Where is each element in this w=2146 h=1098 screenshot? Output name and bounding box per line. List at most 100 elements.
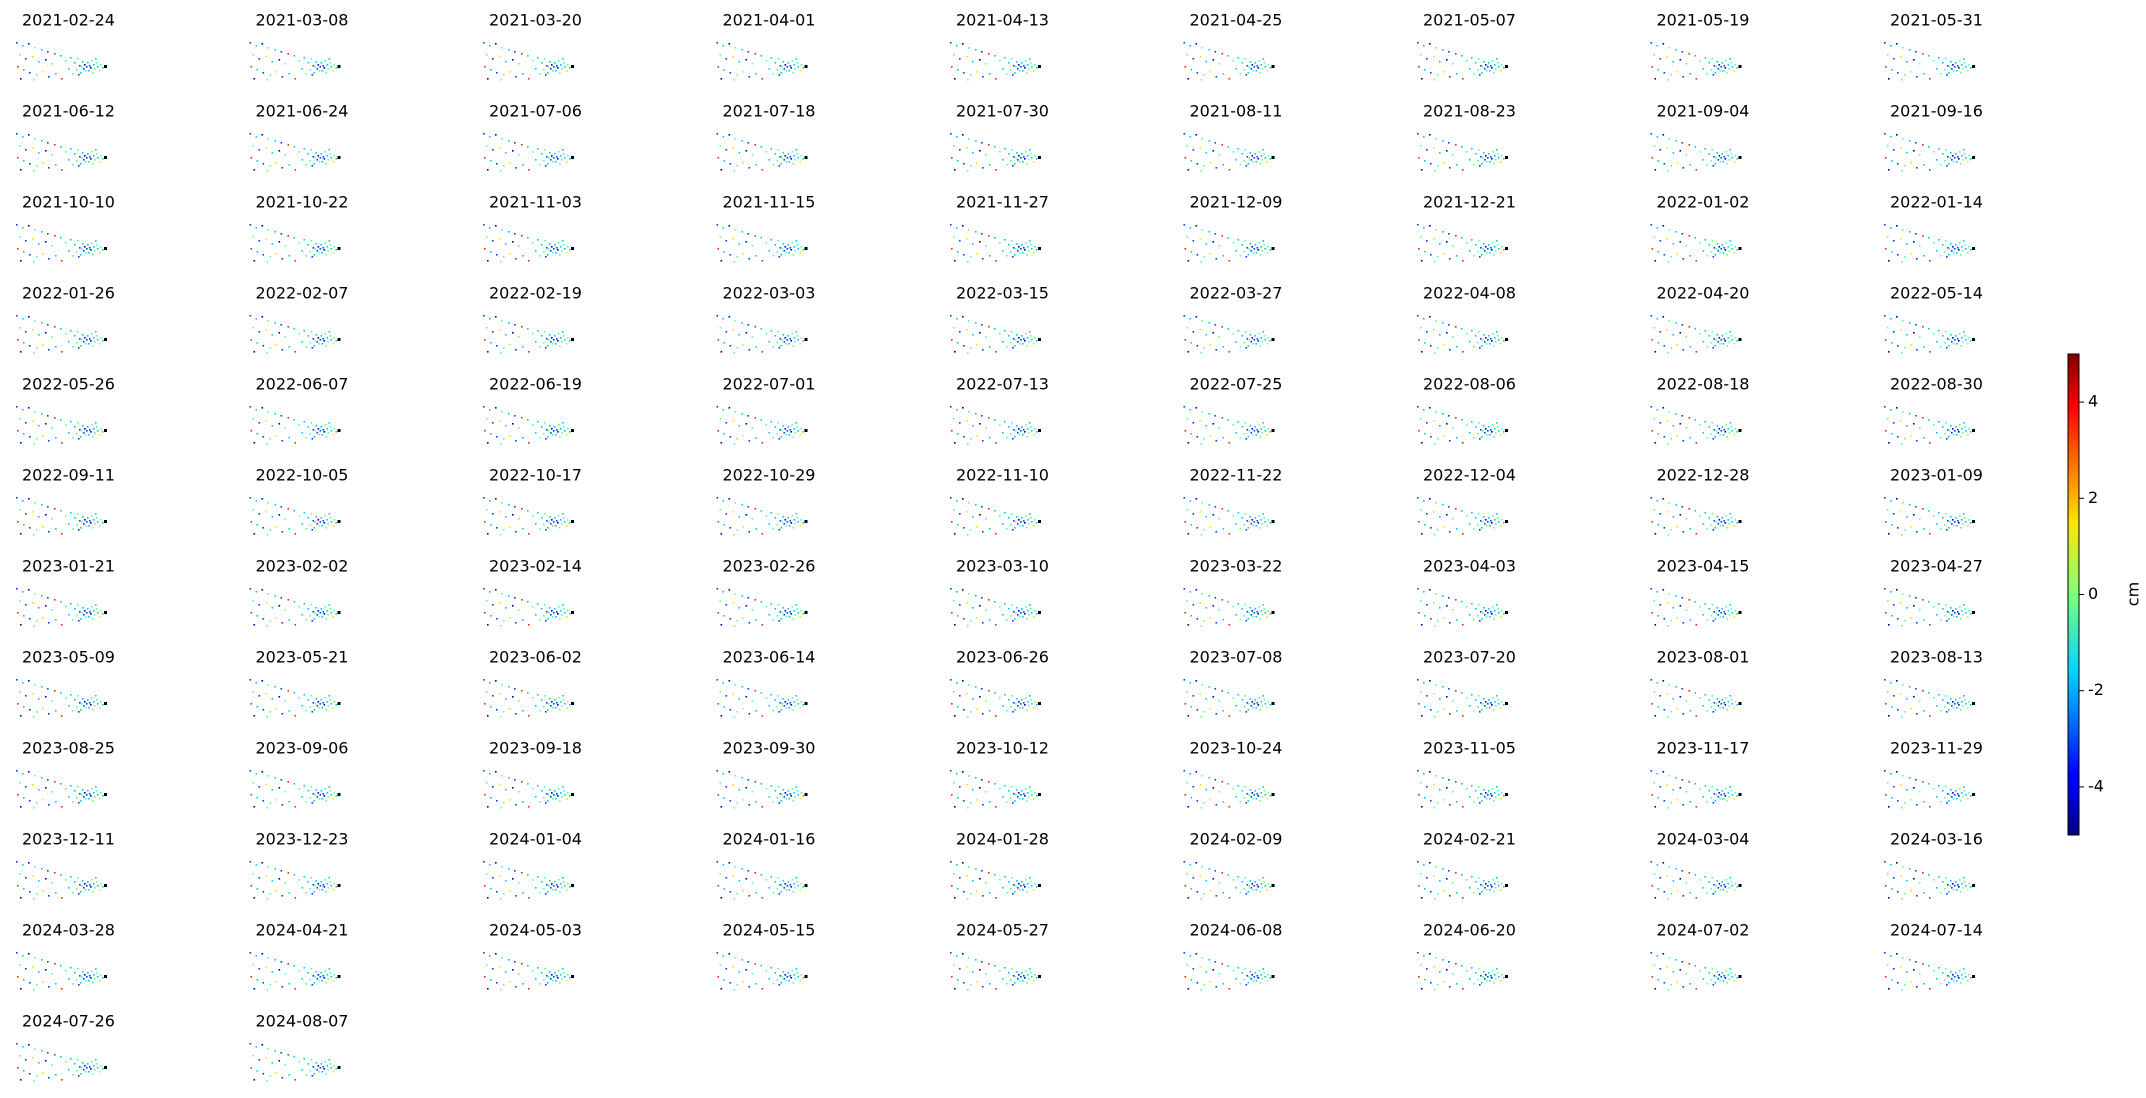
panel-title: 2023-02-14 (489, 557, 582, 576)
panel-title: 2021-02-24 (22, 11, 115, 30)
panel-map (1417, 42, 1508, 81)
panel-map (716, 861, 808, 900)
panel-title: 2021-11-15 (723, 193, 816, 212)
panel-map (1417, 770, 1508, 809)
panel-title: 2022-10-05 (256, 466, 349, 485)
panel-map (16, 588, 107, 627)
panel-title: 2021-03-08 (256, 11, 349, 30)
panel-title: 2022-04-08 (1423, 284, 1516, 303)
panel-title: 2023-08-25 (22, 739, 115, 758)
panel-title: 2021-04-13 (956, 11, 1049, 30)
panel-map (16, 952, 107, 991)
panel-title: 2023-07-20 (1423, 648, 1516, 667)
panel-title: 2023-05-09 (22, 648, 115, 667)
panel-map (16, 861, 107, 900)
panel-title: 2024-07-02 (1657, 921, 1750, 940)
panel-map (1884, 315, 1975, 354)
panel-map (1650, 497, 1742, 536)
panel-title: 2023-11-29 (1890, 739, 1983, 758)
panel-map (249, 679, 341, 718)
panel-title: 2023-09-30 (723, 739, 816, 758)
colorbar-tick-label: -2 (2088, 680, 2104, 699)
panel-map (716, 133, 808, 172)
panel-title: 2021-12-09 (1190, 193, 1283, 212)
panel-title: 2021-05-07 (1423, 11, 1516, 30)
panel-map (249, 406, 341, 445)
panel-title: 2023-03-10 (956, 557, 1049, 576)
panel-title: 2023-06-14 (723, 648, 816, 667)
panel-map (1183, 133, 1275, 172)
panel-title: 2024-05-15 (723, 921, 816, 940)
panel-map (1417, 861, 1508, 900)
panel-map (483, 497, 574, 536)
panel-title: 2024-05-27 (956, 921, 1049, 940)
panel-title: 2022-09-11 (22, 466, 115, 485)
colorbar-label: cm (2124, 582, 2143, 606)
panel-title: 2022-08-06 (1423, 375, 1516, 394)
panel-map (16, 42, 107, 81)
panel-map (716, 497, 808, 536)
panel-map (249, 770, 341, 809)
panel-title: 2024-03-16 (1890, 830, 1983, 849)
panel-map (950, 133, 1041, 172)
panel-title: 2023-12-11 (22, 830, 115, 849)
panel-map (950, 497, 1041, 536)
panel-title: 2022-10-17 (489, 466, 582, 485)
panel-map (483, 315, 574, 354)
panel-map (483, 133, 574, 172)
panel-map (249, 1043, 341, 1082)
panel-title: 2021-07-06 (489, 102, 582, 121)
colorbar-tick-label: -4 (2088, 776, 2104, 795)
panel-title: 2022-12-28 (1657, 466, 1750, 485)
panel-title: 2022-02-19 (489, 284, 582, 303)
panel-map (249, 497, 341, 536)
panel-map (950, 952, 1041, 991)
panel-title: 2024-03-28 (22, 921, 115, 940)
panel-map (1650, 133, 1742, 172)
panel-title: 2021-05-31 (1890, 11, 1983, 30)
panel-title: 2024-01-16 (723, 830, 816, 849)
panel-map (1183, 679, 1275, 718)
panel-map (16, 770, 107, 809)
panel-map (1884, 679, 1975, 718)
panel-map (950, 861, 1041, 900)
panel-title: 2024-06-20 (1423, 921, 1516, 940)
colorbar-tick-label: 2 (2088, 488, 2098, 507)
panel-map (16, 497, 107, 536)
panel-map (1650, 224, 1742, 263)
panel-map (1884, 588, 1975, 627)
panel-title: 2022-12-04 (1423, 466, 1516, 485)
panel-title: 2024-05-03 (489, 921, 582, 940)
panel-title: 2024-06-08 (1190, 921, 1283, 940)
panel-title: 2021-04-25 (1190, 11, 1283, 30)
panel-map (483, 406, 574, 445)
panel-map (950, 224, 1041, 263)
panel-map (1417, 679, 1508, 718)
panel-title: 2023-10-24 (1190, 739, 1283, 758)
panel-title: 2023-06-02 (489, 648, 582, 667)
panel-map (249, 133, 341, 172)
panel-title: 2022-01-02 (1657, 193, 1750, 212)
panel-title: 2024-03-04 (1657, 830, 1750, 849)
panel-map (950, 588, 1041, 627)
panel-map (1884, 406, 1975, 445)
panel-title: 2022-08-30 (1890, 375, 1983, 394)
panel-map (16, 1043, 107, 1082)
panel-title: 2021-09-16 (1890, 102, 1983, 121)
panel-title: 2021-09-04 (1657, 102, 1750, 121)
panel-title: 2021-07-30 (956, 102, 1049, 121)
panel-map (1650, 315, 1742, 354)
panel-title: 2022-07-01 (723, 375, 816, 394)
panel-map (483, 42, 574, 81)
panel-title: 2023-09-18 (489, 739, 582, 758)
panel-title: 2023-04-15 (1657, 557, 1750, 576)
panel-title: 2024-08-07 (256, 1012, 349, 1031)
panel-title: 2022-03-03 (723, 284, 816, 303)
panel-map (1417, 588, 1508, 627)
panel-title: 2022-02-07 (256, 284, 349, 303)
panel-map (1884, 224, 1975, 263)
panel-title: 2021-11-03 (489, 193, 582, 212)
panel-title: 2022-03-15 (956, 284, 1049, 303)
colorbar (2067, 353, 2080, 836)
panel-title: 2021-10-22 (256, 193, 349, 212)
